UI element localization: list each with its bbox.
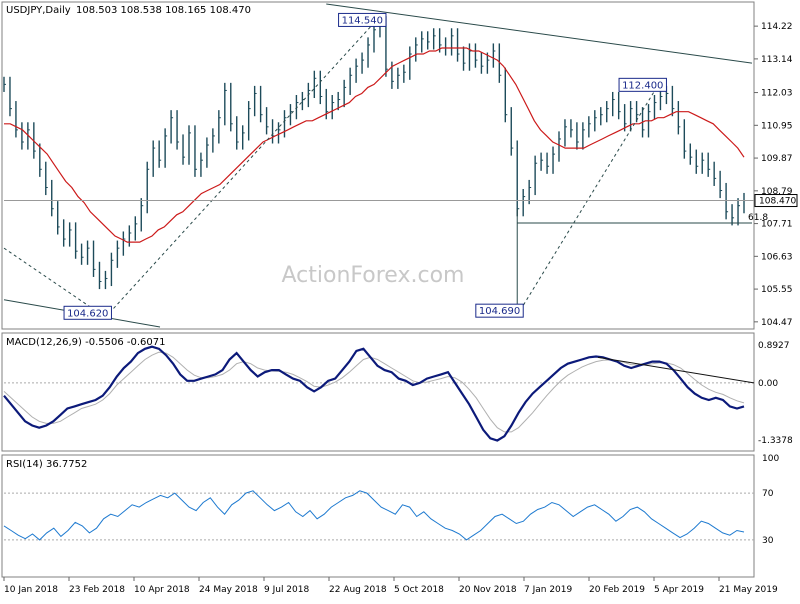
- rsi-y-tick-label: 30: [762, 536, 774, 546]
- fib-label: 61.8: [748, 213, 768, 223]
- rsi-label: RSI(14) 36.7752: [6, 459, 87, 470]
- x-tick-label: 5 Oct 2018: [394, 585, 444, 595]
- dashed-line-1: [3, 247, 106, 318]
- x-tick-label: 23 Feb 2018: [69, 585, 125, 595]
- axis-layer: 114.22 113.14 112.03 110.95 109.87 108.79 107.…: [3, 22, 798, 595]
- x-tick-label: 5 Apr 2019: [654, 585, 704, 595]
- annotation-box: [475, 303, 524, 318]
- price-layer: 114.540 104.620 104.690 112.400 61.8: [3, 3, 768, 328]
- x-tick-label: 7 Jan 2019: [524, 585, 572, 595]
- macd-line: [3, 345, 745, 442]
- x-tick-label: 10 Apr 2018: [134, 585, 190, 595]
- price-panel-frame: [1, 1, 755, 330]
- rsi-y-tick-label: 70: [762, 489, 774, 499]
- macd-y-tick-label: 0.8927: [758, 341, 790, 351]
- moving-average-line: [4, 47, 745, 243]
- annotation-label: 104.620: [67, 308, 108, 319]
- macd-layer: [3, 345, 755, 442]
- x-tick-label: 24 May 2018: [199, 585, 258, 595]
- y-tick-label: 107.71: [761, 220, 793, 230]
- y-tick-label: 114.22: [761, 22, 793, 32]
- macd-trendline: [597, 356, 755, 384]
- last-price-label: 108.470: [759, 197, 796, 207]
- x-tick-label: 10 Jan 2018: [4, 585, 58, 595]
- y-tick-label: 106.63: [761, 252, 793, 262]
- macd-signal-line: [3, 351, 745, 433]
- y-tick-label: 104.47: [761, 318, 793, 328]
- last-price-box: [754, 194, 798, 208]
- rsi-line: [3, 490, 745, 541]
- chart-header-ohlc: 108.503 108.538 108.165 108.470: [76, 5, 251, 16]
- y-tick-label: 113.14: [761, 55, 793, 65]
- y-tick-label: 105.55: [761, 285, 793, 295]
- annotation-box: [63, 305, 112, 320]
- annotation-label: 112.400: [622, 80, 663, 91]
- macd-y-tick-label: 0.00: [758, 379, 778, 389]
- y-tick-label: 109.87: [761, 154, 793, 164]
- annotation-label: 114.540: [342, 15, 383, 26]
- annotation-box: [618, 77, 667, 92]
- y-tick-label: 110.95: [761, 121, 793, 131]
- x-tick-label: 9 Jul 2018: [264, 585, 309, 595]
- chart-header-symbol: USDJPY,Daily: [6, 5, 71, 16]
- macd-label: MACD(12,26,9) -0.5506 -0.6071: [6, 337, 166, 348]
- macd-y-tick-label: -1.3378: [758, 436, 793, 446]
- annotation-label: 104.690: [479, 306, 520, 317]
- upper-trendline: [326, 3, 753, 64]
- annotation-box: [338, 12, 387, 27]
- rsi-y-tick-label: 100: [762, 454, 779, 464]
- rsi-panel-frame: [1, 454, 755, 578]
- y-tick-label: 112.03: [761, 89, 793, 99]
- x-tick-label: 20 Nov 2018: [459, 585, 517, 595]
- x-tick-label: 21 May 2019: [719, 585, 778, 595]
- watermark: ActionForex.com: [282, 263, 465, 288]
- y-tick-label: 108.79: [761, 187, 793, 197]
- x-tick-label: 20 Feb 2019: [589, 585, 645, 595]
- x-tick-label: 22 Aug 2018: [329, 585, 387, 595]
- dashed-line-3: [516, 81, 661, 316]
- macd-panel-frame: [1, 332, 755, 452]
- rsi-layer: [3, 490, 754, 541]
- dashed-line-2: [105, 16, 381, 318]
